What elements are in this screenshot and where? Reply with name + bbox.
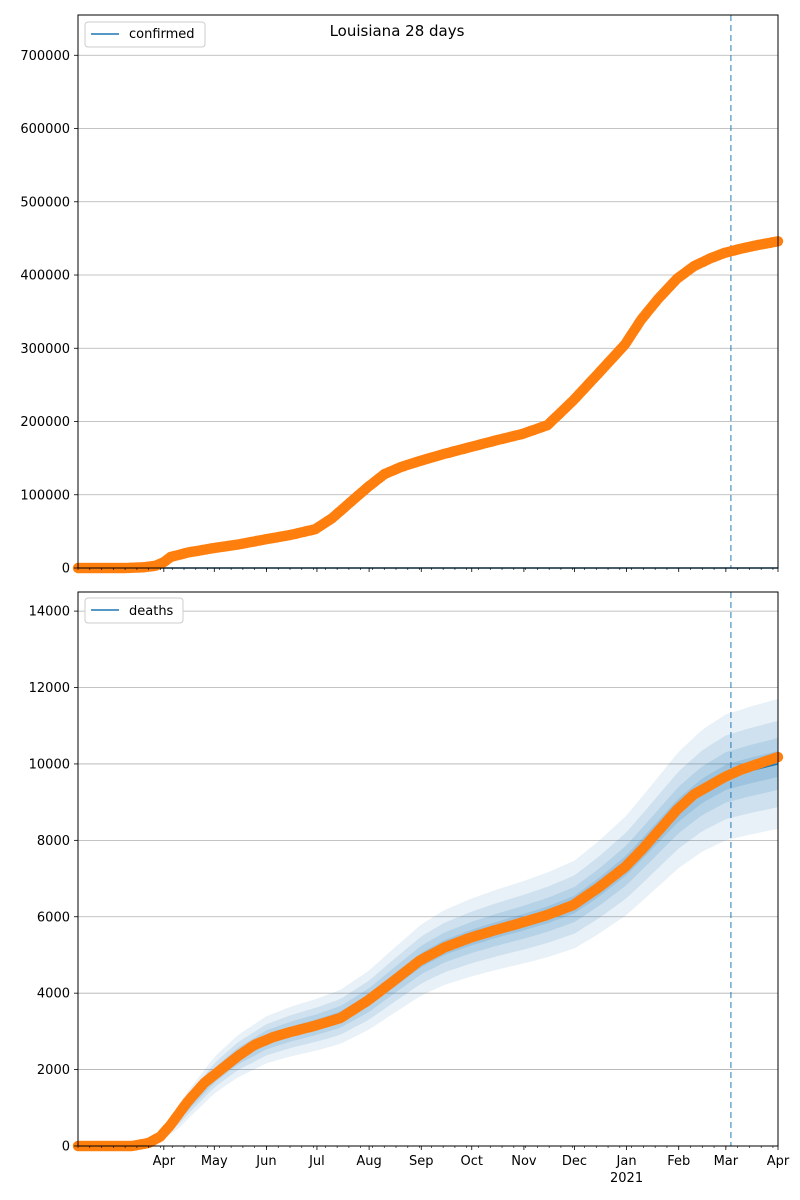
- deaths-x-tick-label: Apr: [153, 1154, 176, 1169]
- confirmed-legend: confirmed: [84, 21, 206, 48]
- deaths-y-tick-label: 10000: [29, 757, 70, 772]
- deaths-y-axis: 0 2000 4000 6000 8000 10000 12000 14000: [29, 605, 78, 1155]
- deaths-bands: [140, 699, 779, 1146]
- deaths-x-tick-label: Aug: [356, 1154, 381, 1169]
- deaths-gridlines: [78, 610, 778, 1070]
- deaths-x-tick-label: Oct: [461, 1154, 483, 1169]
- deaths-x-tick-label: Dec: [562, 1154, 587, 1169]
- deaths-y-tick-label: 0: [62, 1140, 70, 1155]
- deaths-plot-frame: [77, 591, 779, 1147]
- deaths-y-tick-label: 14000: [29, 605, 70, 620]
- deaths-y-tick-label: 8000: [37, 834, 70, 849]
- confirmed-y-tick-label: 400000: [20, 269, 70, 284]
- confirmed-x-axis: [77, 568, 779, 572]
- deaths-x-tick-label: Feb: [667, 1154, 690, 1169]
- deaths-legend-label: deaths: [129, 604, 174, 619]
- deaths-x-axis: Apr May Jun Jul Aug Sep Oct Nov Dec Jan Feb Mar Apr 2…: [77, 1146, 790, 1186]
- deaths-x-tick-label: Mar: [714, 1154, 739, 1169]
- confirmed-panel: 0 100000 200000 300000 400000 500000 600000 700…: [20, 14, 784, 577]
- deaths-x-tick-label: Apr: [767, 1154, 790, 1169]
- deaths-x-tick-label: Sep: [409, 1154, 434, 1169]
- deaths-x-tick-label: Jun: [255, 1154, 276, 1169]
- deaths-x-year-label: 2021: [610, 1171, 643, 1186]
- confirmed-y-tick-label: 700000: [20, 49, 70, 64]
- confirmed-y-tick-label: 0: [62, 562, 70, 577]
- deaths-y-tick-label: 6000: [37, 910, 70, 925]
- deaths-uncertainty-band: [140, 750, 779, 1145]
- confirmed-legend-box: [84, 21, 206, 48]
- deaths-panel: 0 2000 4000 6000 8000 10000 12000 14000 Apr May J…: [29, 591, 790, 1186]
- deaths-legend: deaths: [84, 597, 184, 624]
- confirmed-y-tick-label: 500000: [20, 195, 70, 210]
- deaths-y-tick-label: 4000: [37, 987, 70, 1002]
- confirmed-y-tick-label: 100000: [20, 488, 70, 503]
- confirmed-gridlines: [78, 54, 778, 496]
- confirmed-observed-points: [72, 236, 784, 574]
- confirmed-y-tick-label: 600000: [20, 122, 70, 137]
- deaths-x-tick-label: Jan: [616, 1154, 637, 1169]
- confirmed-plot-frame: [77, 14, 779, 569]
- confirmed-y-axis: 0 100000 200000 300000 400000 500000 600000 700…: [20, 49, 78, 577]
- deaths-y-tick-label: 2000: [37, 1063, 70, 1078]
- deaths-uncertainty-band: [140, 720, 779, 1146]
- deaths-observed-points: [72, 751, 784, 1152]
- deaths-legend-box: [84, 597, 184, 624]
- confirmed-y-tick-label: 300000: [20, 342, 70, 357]
- confirmed-legend-label: confirmed: [129, 27, 195, 42]
- deaths-y-tick-label: 12000: [29, 681, 70, 696]
- chart-title: Louisiana 28 days: [330, 22, 465, 40]
- confirmed-y-tick-label: 200000: [20, 415, 70, 430]
- deaths-x-tick-label: Nov: [511, 1154, 537, 1169]
- deaths-x-tick-label: May: [201, 1154, 228, 1169]
- deaths-x-tick-label: Jul: [308, 1154, 325, 1169]
